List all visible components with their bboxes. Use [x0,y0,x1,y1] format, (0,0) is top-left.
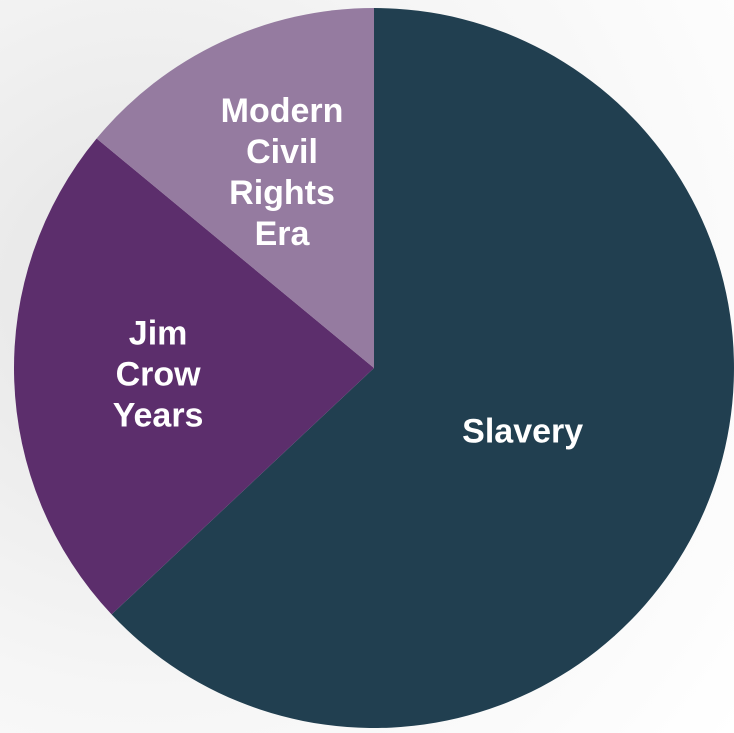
page: Slavery Jim Crow Years Modern Civil Rights… [0,0,734,733]
slice-label: Modern Civil Rights Era [207,91,357,255]
slice-label: Slavery [448,412,598,453]
slice-label: Jim Crow Years [83,313,233,436]
